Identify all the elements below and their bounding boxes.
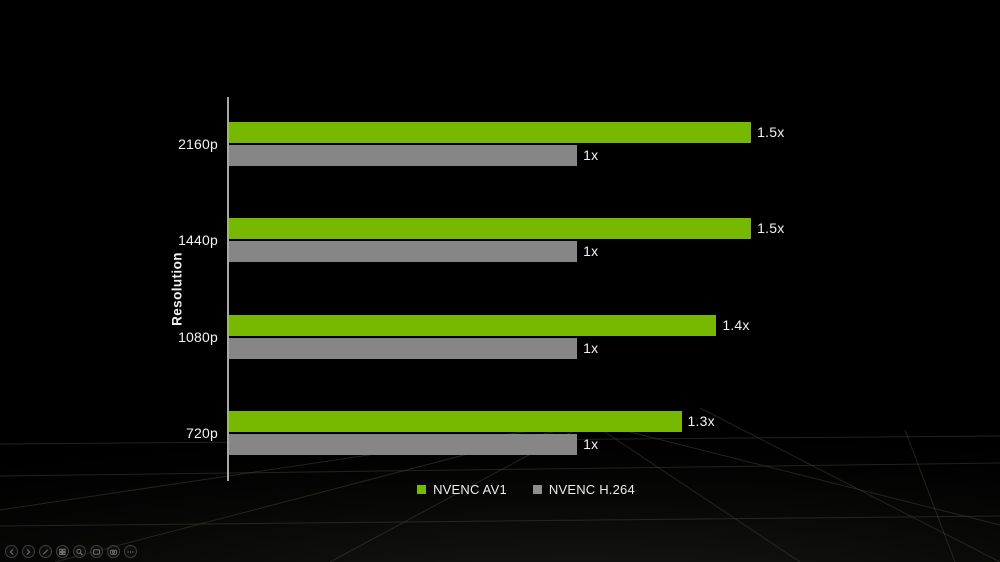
next-slide-button[interactable] [22,545,35,558]
category-label: 2160p [178,136,218,152]
see-all-slides-button[interactable] [56,545,69,558]
chart-legend: NVENC AV1 NVENC H.264 [0,482,1000,497]
bar-nvenc-h-264-1440p [229,241,578,263]
camera-icon [110,549,117,555]
legend-item: NVENC AV1 [417,482,507,497]
bar-value-label: 1.4x [722,316,750,333]
pen-icon [43,549,48,554]
bar-nvenc-av1-2160p [229,122,752,143]
bar-value-label: 1.5x [757,124,785,140]
legend-item: NVENC H.264 [532,482,635,497]
see-all-slides-icon [59,548,66,555]
bar-nvenc-h-264-720p [229,433,578,455]
bar-value-label: 1x [583,435,599,452]
camera-button[interactable] [107,545,120,558]
legend-label: NVENC H.264 [548,482,635,497]
y-axis-title: Resolution [169,252,185,326]
bar-value-label: 1x [583,339,599,356]
previous-slide-button[interactable] [5,545,18,558]
category-label: 1080p [178,328,218,345]
bar-nvenc-av1-1440p [229,218,752,240]
zoom-magnifier-icon [76,548,83,555]
pen-button[interactable] [39,545,52,558]
y-axis-line [227,97,229,481]
bar-nvenc-av1-720p [229,410,682,432]
legend-swatch [532,485,542,494]
previous-slide-icon [9,548,14,555]
category-label: 1440p [178,232,218,249]
more-options-icon [127,550,134,553]
bar-value-label: 1x [583,243,599,260]
bar-value-label: 1.5x [757,220,785,237]
zoom-magnifier-button[interactable] [73,545,86,558]
legend-swatch [417,485,427,494]
captions-icon [93,548,100,555]
bar-nvenc-h-264-2160p [229,145,578,166]
slideshow-toolbar [5,545,137,558]
bar-value-label: 1x [583,147,599,163]
captions-button[interactable] [90,545,103,558]
bar-nvenc-h-264-1080p [229,337,578,359]
category-label: 720p [186,424,218,441]
next-slide-icon [26,548,31,555]
bar-nvenc-av1-1080p [229,314,717,336]
bar-value-label: 1.3x [687,412,715,429]
more-options-button[interactable] [124,545,137,558]
legend-label: NVENC AV1 [433,482,507,497]
